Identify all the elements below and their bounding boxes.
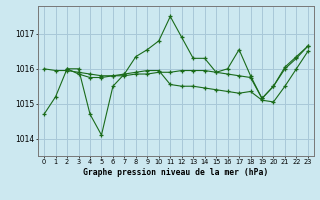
X-axis label: Graphe pression niveau de la mer (hPa): Graphe pression niveau de la mer (hPa) [84,168,268,177]
